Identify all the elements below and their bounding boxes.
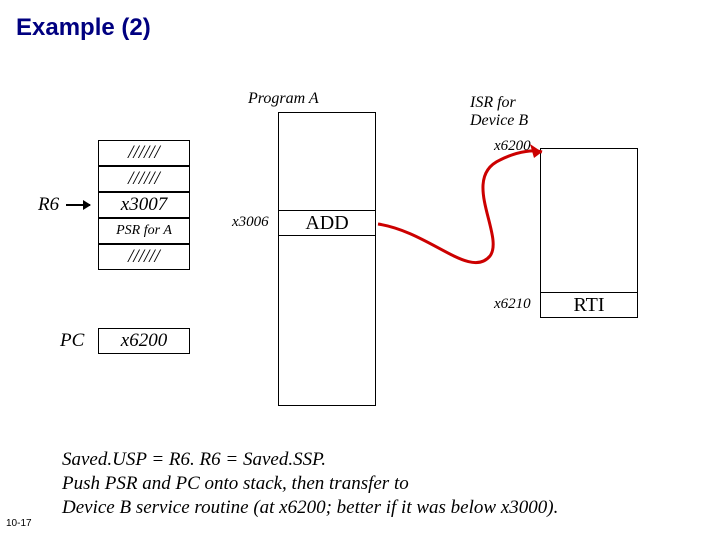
- r6-arrow: [66, 204, 90, 206]
- stack-cell-2-text: x3007: [121, 194, 167, 216]
- stack-cell-0: //////: [98, 140, 190, 166]
- program-a-instr-cell: ADD: [278, 210, 376, 236]
- isr-label: ISR for Device B: [470, 94, 528, 130]
- stack-cell-0-text: //////: [128, 142, 160, 164]
- program-a-addr: x3006: [232, 214, 269, 231]
- stack-cell-1: //////: [98, 166, 190, 192]
- isr-rti-cell: RTI: [540, 292, 638, 318]
- pc-value: x6200: [121, 330, 167, 352]
- slide-title: Example (2): [16, 14, 151, 42]
- stack-cell-4-text: //////: [128, 246, 160, 268]
- program-a-box: [278, 112, 376, 406]
- program-a-label: Program A: [248, 90, 319, 108]
- isr-rti-text: RTI: [573, 294, 604, 317]
- isr-rti-addr: x6210: [494, 296, 531, 313]
- r6-label: R6: [38, 194, 59, 216]
- program-a-instr: ADD: [305, 212, 348, 235]
- isr-top-addr: x6200: [494, 138, 531, 155]
- footer-line-1: Saved.USP = R6. R6 = Saved.SSP.: [62, 448, 558, 472]
- footer-text: Saved.USP = R6. R6 = Saved.SSP. Push PSR…: [62, 448, 558, 519]
- pc-label: PC: [60, 330, 84, 352]
- footer-line-3: Device B service routine (at x6200; bett…: [62, 496, 558, 520]
- footer-line-2: Push PSR and PC onto stack, then transfe…: [62, 472, 558, 496]
- page-number: 10-17: [6, 518, 32, 529]
- stack-cell-3: PSR for A: [98, 218, 190, 244]
- stack-cell-1-text: //////: [128, 168, 160, 190]
- pc-cell: x6200: [98, 328, 190, 354]
- stack-cell-3-text: PSR for A: [116, 223, 172, 239]
- stack-cell-2: x3007: [98, 192, 190, 218]
- stack-cell-4: //////: [98, 244, 190, 270]
